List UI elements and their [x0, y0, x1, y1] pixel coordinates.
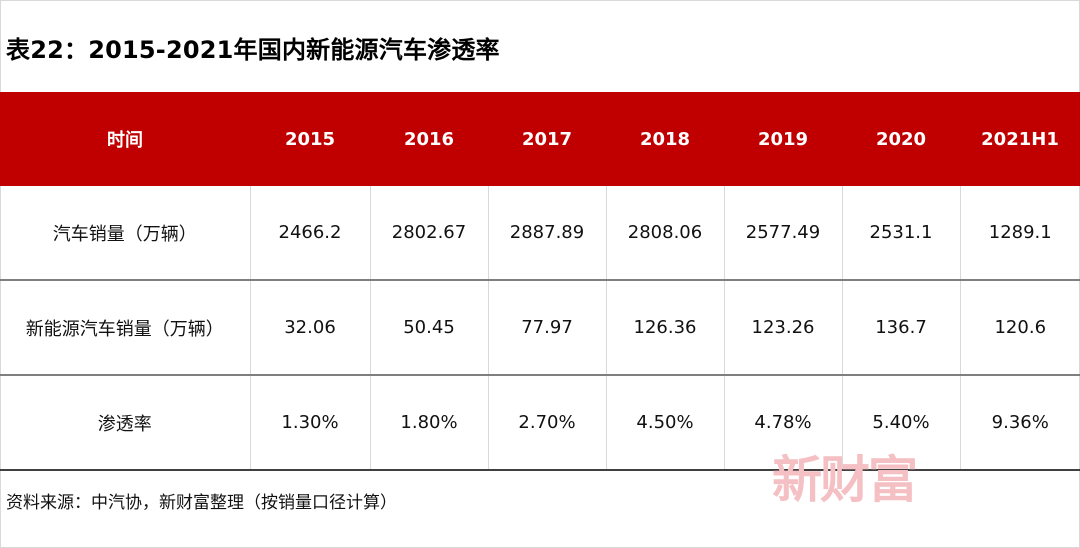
table-cell: 2808.06 [605, 186, 724, 281]
table-cell: 1.30% [249, 375, 370, 471]
table-cell: 126.36 [605, 280, 724, 376]
table-cell: 2.70% [487, 375, 606, 471]
table-cell: 9.36% [959, 375, 1080, 471]
table-cell: 5.40% [841, 375, 960, 471]
watermark: 新财富 [772, 450, 918, 509]
table-cell: 1.80% [369, 375, 488, 471]
header-cell-2020: 2020 [842, 92, 960, 186]
table-row: 渗透率 1.30% 1.80% 2.70% 4.50% 4.78% 5.40% … [0, 375, 1080, 471]
table-cell: 4.50% [605, 375, 724, 471]
data-table: 时间 2015 2016 2017 2018 2019 2020 2021H1 … [0, 92, 1080, 471]
table-row: 新能源汽车销量（万辆） 32.06 50.45 77.97 126.36 123… [0, 280, 1080, 376]
row-label: 渗透率 [0, 375, 250, 471]
header-cell-2019: 2019 [724, 92, 842, 186]
table-cell: 2531.1 [841, 186, 960, 281]
row-label: 汽车销量（万辆） [0, 186, 250, 281]
table-cell: 77.97 [487, 280, 606, 376]
table-cell: 50.45 [369, 280, 488, 376]
row-label: 新能源汽车销量（万辆） [0, 280, 250, 376]
header-row: 时间 2015 2016 2017 2018 2019 2020 2021H1 [0, 92, 1080, 186]
table-cell: 2466.2 [249, 186, 370, 281]
table-cell: 120.6 [959, 280, 1080, 376]
header-cell-2018: 2018 [606, 92, 724, 186]
table-cell: 2802.67 [369, 186, 488, 281]
header-cell-2015: 2015 [250, 92, 370, 186]
table-cell: 2577.49 [723, 186, 842, 281]
table-cell: 136.7 [841, 280, 960, 376]
source-note: 资料来源：中汽协，新财富整理（按销量口径计算） [6, 493, 397, 513]
table-row: 汽车销量（万辆） 2466.2 2802.67 2887.89 2808.06 … [0, 186, 1080, 281]
table-cell: 32.06 [249, 280, 370, 376]
header-cell-2016: 2016 [370, 92, 488, 186]
header-cell-time: 时间 [0, 92, 250, 186]
table-cell: 2887.89 [487, 186, 606, 281]
table-cell: 4.78% [723, 375, 842, 471]
page-title: 表22：2015-2021年国内新能源汽车渗透率 [6, 36, 500, 64]
table-cell: 123.26 [723, 280, 842, 376]
table-cell: 1289.1 [959, 186, 1080, 281]
header-cell-2021h1: 2021H1 [960, 92, 1080, 186]
header-cell-2017: 2017 [488, 92, 606, 186]
